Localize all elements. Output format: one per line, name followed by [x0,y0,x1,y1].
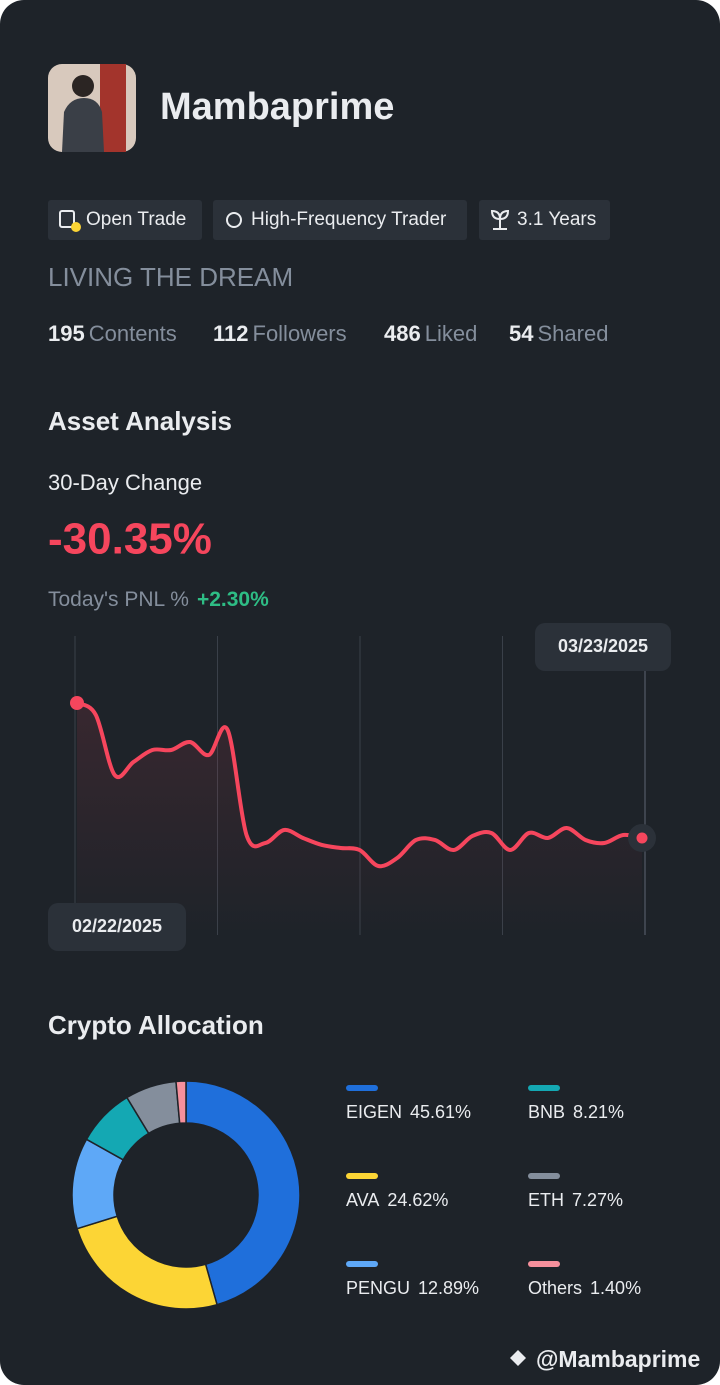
stat-value: 195 [48,321,85,346]
area [77,703,642,935]
end-point [636,832,648,844]
pie-chart: Crypto Allocation EIGEN 45.61% AVA 24.62% PEN… [48,1010,641,1310]
start-point [70,696,84,710]
legend-value: 24.62% [387,1190,448,1210]
line [75,701,643,869]
date-label: 03/23/2025 [558,636,648,656]
legend-swatch [528,1261,560,1267]
legend-entry: BNB 8.21% [528,1102,624,1122]
legend-name: EIGEN [346,1102,402,1122]
pie-slice [175,1080,187,1125]
stat-value: 54 [509,321,534,346]
legend-value: 8.21% [573,1102,624,1122]
tag-label: 3.1 Years [517,209,596,230]
pnl-value: +2.30% [197,588,269,611]
pie-slice [185,1080,301,1306]
line-chart: 02/22/2025 03/23/2025 [48,623,671,951]
legend-entry: Others 1.40% [528,1278,641,1298]
stat: 486 Liked [384,321,477,346]
stat-value: 486 [384,321,421,346]
legend-swatch [346,1085,378,1091]
legend-entry: PENGU 12.89% [346,1278,479,1298]
change-value: -30.35% [48,515,212,564]
legend-swatch [346,1173,378,1179]
legend-value: 1.40% [590,1278,641,1298]
tag: 3.1 Years [479,200,610,240]
date-label: 02/22/2025 [72,916,162,936]
stat-label: Liked [425,321,478,346]
section-title: Crypto Allocation [48,1010,264,1040]
pnl-label: Today's PNL % [48,588,189,611]
legend-name: Others [528,1278,582,1298]
legend-name: ETH [528,1190,564,1210]
legend-swatch [528,1173,560,1179]
watermark: @Mambaprime [510,1346,700,1372]
date-tooltip [535,623,671,671]
date-tooltip [48,903,186,951]
stat: 112 Followers [213,321,347,346]
pnl: Today's PNL % +2.30% [48,588,269,611]
stat-label: Followers [253,321,347,346]
legend-value: 12.89% [418,1278,479,1298]
watermark-text: @Mambaprime [536,1346,700,1372]
change-label: 30-Day Change [48,470,202,495]
stat: 54 Shared [509,321,608,346]
legend-swatch [528,1085,560,1091]
profile-name: Mambaprime [160,86,394,128]
section-title: Asset Analysis [48,406,232,436]
stat: 195 Contents [48,321,177,346]
legend-name: BNB [528,1102,565,1122]
legend-name: AVA [346,1190,379,1210]
stat-label: Shared [537,321,608,346]
legend-name: PENGU [346,1278,410,1298]
tag-label: High-Frequency Trader [251,209,447,230]
legend-entry: EIGEN 45.61% [346,1102,471,1122]
legend-value: 45.61% [410,1102,471,1122]
stat-label: Contents [89,321,177,346]
legend-value: 7.27% [572,1190,623,1210]
avatar [48,64,136,152]
stat-value: 112 [213,321,249,346]
legend-entry: AVA 24.62% [346,1190,448,1210]
tag-label: Open Trade [86,209,186,230]
tag: Open Trade [48,200,202,240]
legend-swatch [346,1261,378,1267]
motto: LIVING THE DREAM [48,262,293,292]
tag: High-Frequency Trader [213,200,467,240]
legend-entry: ETH 7.27% [528,1190,623,1210]
